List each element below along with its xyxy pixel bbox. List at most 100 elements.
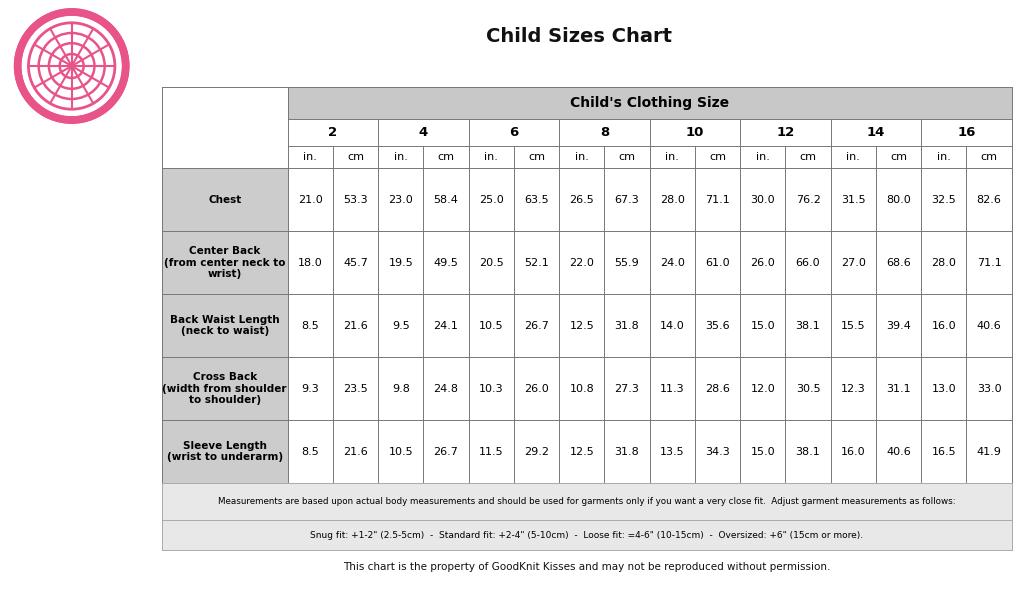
Text: Measurements are based upon actual body measurements and should be used for garm: Measurements are based upon actual body … [218, 497, 955, 506]
Text: cm: cm [800, 152, 816, 162]
Text: 12.5: 12.5 [569, 446, 594, 457]
Text: 45.7: 45.7 [343, 257, 368, 268]
Text: in.: in. [666, 152, 679, 162]
Text: 13.5: 13.5 [659, 446, 685, 457]
Text: 35.6: 35.6 [706, 320, 730, 331]
Text: 21.6: 21.6 [343, 320, 368, 331]
Text: 13.0: 13.0 [932, 383, 956, 394]
Text: 26.0: 26.0 [524, 383, 549, 394]
Text: in.: in. [303, 152, 317, 162]
Text: 29.2: 29.2 [524, 446, 549, 457]
Text: 63.5: 63.5 [524, 194, 549, 205]
Text: cm: cm [890, 152, 907, 162]
Text: 11.3: 11.3 [659, 383, 685, 394]
Text: 26.5: 26.5 [569, 194, 594, 205]
Text: 30.0: 30.0 [751, 194, 775, 205]
Text: Child's Clothing Size: Child's Clothing Size [570, 96, 729, 110]
Text: 76.2: 76.2 [796, 194, 820, 205]
Text: Sleeve Length
(wrist to underarm): Sleeve Length (wrist to underarm) [167, 441, 283, 463]
Text: 24.1: 24.1 [433, 320, 459, 331]
Text: 68.6: 68.6 [886, 257, 911, 268]
Text: 24.8: 24.8 [433, 383, 459, 394]
Text: Back Waist Length
(neck to waist): Back Waist Length (neck to waist) [170, 315, 280, 337]
Text: 31.1: 31.1 [886, 383, 911, 394]
Text: 15.0: 15.0 [751, 320, 775, 331]
Text: 16.5: 16.5 [932, 446, 956, 457]
Text: 18.0: 18.0 [298, 257, 323, 268]
Text: 14.0: 14.0 [659, 320, 685, 331]
Text: 61.0: 61.0 [706, 257, 730, 268]
Text: 12: 12 [776, 127, 795, 139]
Text: cm: cm [437, 152, 455, 162]
Text: 67.3: 67.3 [614, 194, 639, 205]
Text: 10.5: 10.5 [388, 446, 413, 457]
Text: 32.5: 32.5 [932, 194, 956, 205]
Text: 28.0: 28.0 [659, 194, 685, 205]
Text: 23.0: 23.0 [388, 194, 413, 205]
Text: in.: in. [847, 152, 860, 162]
Text: 27.0: 27.0 [841, 257, 865, 268]
Text: 28.6: 28.6 [706, 383, 730, 394]
Text: 49.5: 49.5 [433, 257, 459, 268]
Text: 38.1: 38.1 [796, 446, 820, 457]
Text: 9.5: 9.5 [392, 320, 410, 331]
Text: cm: cm [709, 152, 726, 162]
Text: 80.0: 80.0 [886, 194, 911, 205]
Text: 16.0: 16.0 [841, 446, 865, 457]
Text: 20.5: 20.5 [479, 257, 504, 268]
Text: 10.8: 10.8 [569, 383, 594, 394]
Text: 16.0: 16.0 [932, 320, 956, 331]
Text: 31.5: 31.5 [841, 194, 865, 205]
Text: 26.0: 26.0 [751, 257, 775, 268]
Text: 10: 10 [686, 127, 705, 139]
Text: in.: in. [756, 152, 770, 162]
Text: 53.3: 53.3 [343, 194, 368, 205]
Text: 66.0: 66.0 [796, 257, 820, 268]
Text: Cross Back
(width from shoulder
to shoulder): Cross Back (width from shoulder to shoul… [163, 372, 287, 405]
Text: cm: cm [981, 152, 997, 162]
Text: in.: in. [394, 152, 408, 162]
Text: 24.0: 24.0 [659, 257, 685, 268]
Text: cm: cm [618, 152, 636, 162]
Text: 12.0: 12.0 [751, 383, 775, 394]
Text: Chest: Chest [208, 194, 242, 205]
Text: 21.6: 21.6 [343, 446, 368, 457]
Text: 21.0: 21.0 [298, 194, 323, 205]
Text: 33.0: 33.0 [977, 383, 1001, 394]
Text: cm: cm [528, 152, 545, 162]
Text: 12.3: 12.3 [841, 383, 865, 394]
Text: 82.6: 82.6 [977, 194, 1001, 205]
Text: 4: 4 [419, 127, 428, 139]
Text: 14: 14 [866, 127, 885, 139]
Text: 34.3: 34.3 [706, 446, 730, 457]
Text: 30.5: 30.5 [796, 383, 820, 394]
Text: 31.8: 31.8 [614, 446, 639, 457]
Text: 55.9: 55.9 [614, 257, 639, 268]
Text: 19.5: 19.5 [388, 257, 413, 268]
Text: 28.0: 28.0 [932, 257, 956, 268]
Text: 71.1: 71.1 [706, 194, 730, 205]
Text: 10.3: 10.3 [479, 383, 504, 394]
Text: 12.5: 12.5 [569, 320, 594, 331]
Text: 26.7: 26.7 [524, 320, 549, 331]
Text: in.: in. [574, 152, 589, 162]
Text: 15.0: 15.0 [751, 446, 775, 457]
Text: 2: 2 [329, 127, 337, 139]
Text: 10.5: 10.5 [479, 320, 504, 331]
Circle shape [23, 17, 121, 115]
Text: Child Sizes Chart: Child Sizes Chart [485, 26, 672, 46]
Text: in.: in. [937, 152, 950, 162]
Text: 8.5: 8.5 [301, 446, 319, 457]
Text: Snug fit: +1-2" (2.5-5cm)  -  Standard fit: +2-4" (5-10cm)  -  Loose fit: =4-6" : Snug fit: +1-2" (2.5-5cm) - Standard fit… [310, 530, 863, 540]
Text: 9.3: 9.3 [301, 383, 319, 394]
Text: Center Back
(from center neck to
wrist): Center Back (from center neck to wrist) [164, 246, 286, 279]
Text: 26.7: 26.7 [433, 446, 459, 457]
Text: 39.4: 39.4 [886, 320, 911, 331]
Text: 31.8: 31.8 [614, 320, 639, 331]
Text: 40.6: 40.6 [977, 320, 1001, 331]
Text: 9.8: 9.8 [392, 383, 410, 394]
Text: 38.1: 38.1 [796, 320, 820, 331]
Text: 27.3: 27.3 [614, 383, 639, 394]
Text: 25.0: 25.0 [479, 194, 504, 205]
Text: 58.4: 58.4 [433, 194, 459, 205]
